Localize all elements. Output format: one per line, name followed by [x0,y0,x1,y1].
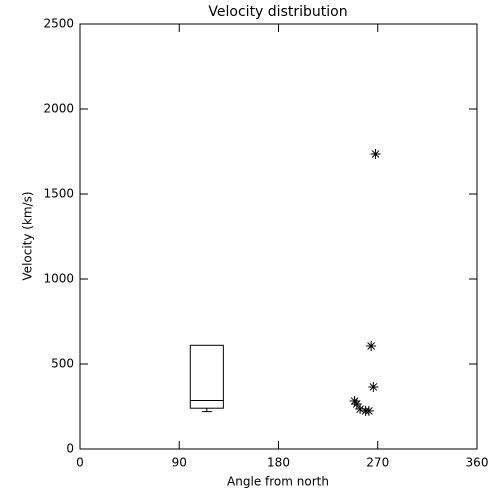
y-tick-label: 1500 [43,187,74,201]
x-tick-label: 270 [366,456,389,470]
star-marker [366,340,377,351]
star-marker [363,405,374,416]
x-axis-label: Angle from north [227,475,329,489]
y-tick-label: 2500 [43,17,74,31]
x-tick-label: 90 [172,456,187,470]
star-marker [351,398,362,409]
chart-title: Velocity distribution [208,4,347,20]
box [189,344,224,409]
x-tick-label: 180 [267,456,290,470]
y-axis-label: Velocity (km/s) [21,191,35,280]
star-marker [355,404,366,415]
y-tick-label: 1000 [43,272,74,286]
y-tick-label: 2000 [43,102,74,116]
y-tick-label: 0 [66,442,74,456]
star-marker [368,381,379,392]
y-tick-label: 500 [51,357,74,371]
star-marker [370,149,381,160]
x-tick-label: 0 [76,456,84,470]
x-tick-label: 360 [466,456,489,470]
